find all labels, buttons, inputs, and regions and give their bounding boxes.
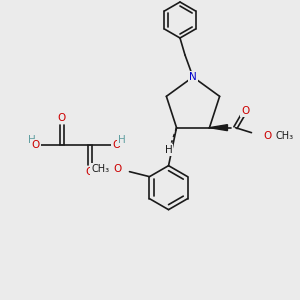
Text: H: H [165, 145, 172, 155]
Text: O: O [58, 113, 66, 123]
Text: CH₃: CH₃ [92, 164, 110, 174]
Text: H: H [118, 135, 126, 145]
Text: N: N [189, 72, 197, 82]
Text: O: O [32, 140, 40, 150]
Text: O: O [86, 167, 94, 177]
Text: CH₃: CH₃ [275, 131, 294, 141]
Text: H: H [28, 135, 36, 145]
Text: O: O [112, 140, 120, 150]
Text: O: O [263, 131, 272, 141]
Text: O: O [113, 164, 122, 174]
Polygon shape [209, 125, 227, 131]
Text: O: O [241, 106, 250, 116]
